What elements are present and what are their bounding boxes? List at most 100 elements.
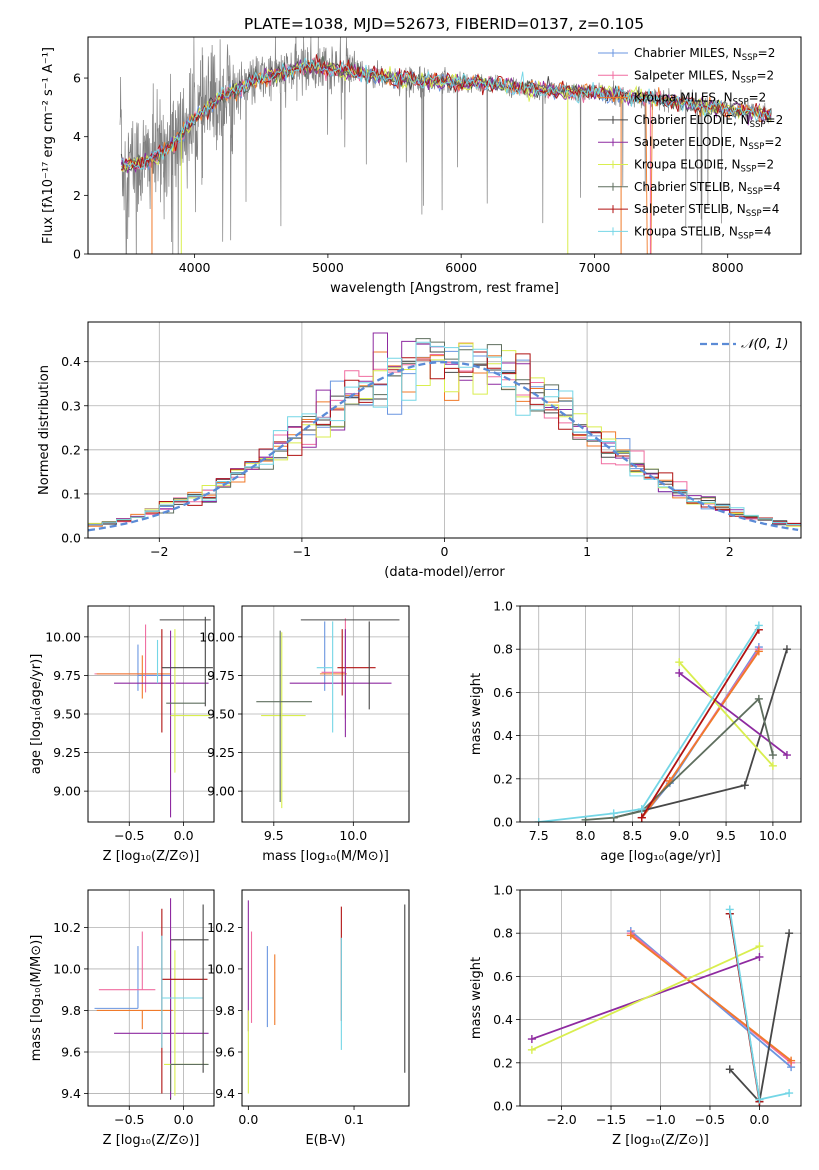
model-spectrum-salpeter-stelib — [121, 54, 771, 171]
age-mass-frame — [241, 605, 410, 823]
y-tick-label: 9.00 — [207, 784, 235, 799]
spectrum-legend: Chabrier MILES, NSSP=2 Salpeter MILES, NS… — [598, 46, 783, 241]
y-tick-label: 9.6 — [215, 1045, 235, 1060]
legend-entry: Salpeter ELODIE, NSSP=2 — [634, 135, 782, 152]
y-tick-label: 10.2 — [207, 920, 235, 935]
x-tick-label: 8000 — [712, 260, 744, 275]
histogram-salpeter-stelib — [88, 351, 801, 526]
y-tick-label: 0.8 — [493, 642, 513, 657]
spectrum-plot-area — [119, 37, 772, 254]
weight-age-xlabel: age [log₁₀(age/yr)] — [600, 849, 721, 864]
series-salpeter-stelib — [637, 625, 763, 822]
y-tick-label: 2 — [73, 188, 81, 203]
y-tick-label: 9.75 — [207, 668, 235, 683]
y-tick-label: 0.4 — [61, 354, 81, 369]
legend-normal-label: 𝒩(0, 1) — [741, 337, 788, 352]
spectrum-ylabel: Flux [fλ10⁻¹⁷ erg cm⁻² s⁻¹ A⁻¹] — [41, 47, 56, 244]
series-line — [678, 661, 774, 767]
x-tick-label: −0.5 — [114, 828, 144, 843]
y-tick-label: 9.4 — [61, 1086, 81, 1101]
legend-entry: Chabrier STELIB, NSSP=4 — [634, 180, 781, 197]
series-line — [613, 648, 788, 819]
series-kroupa-stelib — [725, 905, 794, 1104]
weight-Z-axes — [516, 889, 801, 1110]
y-tick-label: 10.00 — [199, 629, 235, 644]
mass-Z-xlabel: Z [log₁₀(Z/Z⊙)] — [103, 1133, 200, 1148]
y-tick-label: 0.8 — [493, 926, 513, 941]
x-tick-label: 0.0 — [749, 1112, 769, 1127]
errorbar-kroupa-elodie — [170, 629, 210, 773]
y-tick-label: 1.0 — [493, 599, 513, 614]
y-tick-label: 9.50 — [53, 707, 81, 722]
histogram-kroupa-stelib — [88, 341, 801, 526]
x-tick-label: 0.1 — [344, 1112, 364, 1127]
age-mass-xlabel: mass [log₁₀(M/M⊙)] — [262, 849, 389, 864]
series-salpeter-elodie — [675, 668, 791, 760]
x-tick-label: 7000 — [579, 260, 611, 275]
x-tick-label: 6000 — [445, 260, 477, 275]
errorbar-kroupa-elodie — [261, 632, 306, 809]
y-tick-label: 0.2 — [493, 771, 513, 786]
x-tick-label: −1 — [293, 544, 311, 559]
y-tick-label: 9.50 — [207, 707, 235, 722]
errorbar-chabrier-stelib — [256, 630, 312, 802]
x-tick-label: 1 — [583, 544, 591, 559]
residuals-ylabel: Normed distribution — [37, 365, 52, 495]
age-Z-xlabel: Z [log₁₀(Z/Z⊙)] — [103, 849, 200, 864]
y-tick-label: 0.6 — [493, 969, 513, 984]
errorbar-kroupa-stelib — [161, 935, 204, 1048]
x-tick-label: 0.0 — [174, 828, 194, 843]
series-kroupa-stelib — [534, 621, 763, 822]
y-tick-label: 0.4 — [493, 1012, 513, 1027]
spectrum-frame — [87, 36, 802, 255]
series-line — [531, 945, 760, 1051]
normal-curve — [88, 360, 799, 532]
mass-Z-ylabel: mass [log₁₀(M/M⊙)] — [29, 935, 44, 1062]
series-line — [641, 646, 760, 819]
y-tick-label: 9.6 — [61, 1045, 81, 1060]
series-kroupa-elodie — [527, 942, 764, 1054]
y-tick-label: 9.75 — [53, 668, 81, 683]
y-tick-label: 9.25 — [53, 745, 81, 760]
errorbar-salpeter-miles — [94, 624, 157, 693]
x-tick-label: −0.5 — [114, 1112, 144, 1127]
x-tick-label: 9.5 — [264, 828, 284, 843]
x-tick-label: −2.0 — [546, 1112, 576, 1127]
weight-age-axes — [516, 605, 801, 826]
series-kroupa-elodie — [675, 658, 777, 770]
x-tick-label: 10.0 — [339, 828, 367, 843]
y-tick-label: 10.0 — [53, 961, 81, 976]
x-tick-label: 8.5 — [622, 828, 642, 843]
residuals-frame — [87, 321, 802, 539]
y-tick-label: 10.2 — [53, 920, 81, 935]
errorbar-chabrier-miles — [94, 946, 139, 1009]
x-tick-label: −2 — [150, 544, 168, 559]
series-line — [641, 648, 760, 819]
x-tick-label: −1.5 — [596, 1112, 626, 1127]
y-tick-label: 1.0 — [493, 883, 513, 898]
legend-entry: Salpeter MILES, NSSP=2 — [634, 68, 774, 85]
weight-Z-frame — [519, 889, 802, 1107]
y-tick-label: 10.0 — [207, 961, 235, 976]
y-tick-label: 0.3 — [61, 398, 81, 413]
residuals-xlabel: (data-model)/error — [384, 565, 505, 580]
age-mass-axes — [238, 606, 409, 826]
errorbar-chabrier-stelib — [170, 1063, 209, 1092]
age-mass-plot-area — [256, 618, 400, 809]
x-tick-label: 7.5 — [529, 828, 549, 843]
x-tick-label: 10.0 — [759, 828, 787, 843]
series-line — [641, 629, 760, 819]
y-tick-label: 9.4 — [215, 1086, 235, 1101]
errorbar-salpeter-miles — [98, 931, 156, 991]
age-Z-frame — [87, 605, 215, 823]
series-line — [630, 934, 792, 1062]
mass-Z-plot-area — [94, 898, 209, 1100]
series-line — [538, 624, 760, 822]
x-tick-label: −0.5 — [695, 1112, 725, 1127]
x-tick-label: 8.0 — [576, 828, 596, 843]
series-kroupa-miles — [626, 931, 796, 1065]
legend-entry: Salpeter STELIB, NSSP=4 — [634, 202, 779, 219]
x-tick-label: 5000 — [312, 260, 344, 275]
errorbar-kroupa-miles — [96, 1009, 173, 1030]
